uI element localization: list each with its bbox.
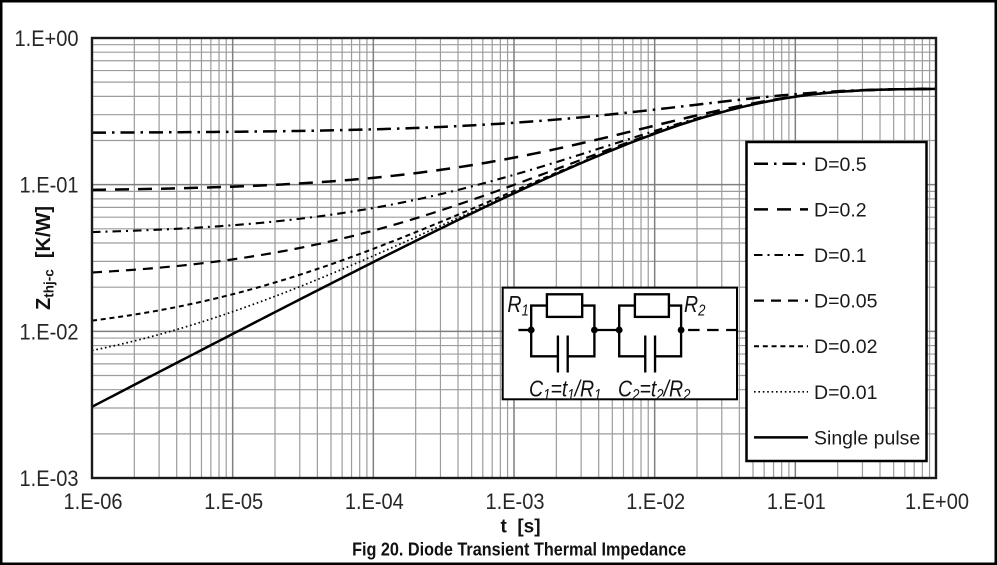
svg-text:1.E+00: 1.E+00 — [905, 490, 969, 514]
svg-text:C1=t1/R1: C1=t1/R1 — [529, 376, 601, 404]
svg-text:1.E-01: 1.E-01 — [20, 174, 79, 198]
svg-text:1.E-06: 1.E-06 — [64, 490, 123, 514]
svg-text:1.E-03: 1.E-03 — [20, 467, 79, 491]
svg-text:1.E-02: 1.E-02 — [626, 490, 685, 514]
svg-text:t [s]: t [s] — [500, 517, 540, 538]
svg-text:1.E-02: 1.E-02 — [20, 320, 79, 344]
svg-text:Fig 20. Diode Transient Therma: Fig 20. Diode Transient Thermal Impedanc… — [352, 538, 686, 559]
svg-text:Single pulse: Single pulse — [814, 427, 920, 449]
svg-text:D=0.05: D=0.05 — [814, 291, 878, 313]
svg-text:D=0.5: D=0.5 — [814, 154, 867, 176]
svg-text:D=0.2: D=0.2 — [814, 199, 867, 221]
svg-text:1.E-05: 1.E-05 — [204, 490, 263, 514]
svg-text:1.E-04: 1.E-04 — [345, 490, 404, 514]
svg-text:1.E-03: 1.E-03 — [486, 490, 545, 514]
svg-text:1.E-01: 1.E-01 — [767, 490, 826, 514]
svg-text:D=0.01: D=0.01 — [814, 382, 877, 404]
svg-text:C2=t2/R2: C2=t2/R2 — [618, 376, 690, 404]
svg-text:1.E+00: 1.E+00 — [15, 27, 79, 51]
svg-text:D=0.1: D=0.1 — [814, 245, 867, 267]
svg-text:D=0.02: D=0.02 — [814, 336, 877, 358]
